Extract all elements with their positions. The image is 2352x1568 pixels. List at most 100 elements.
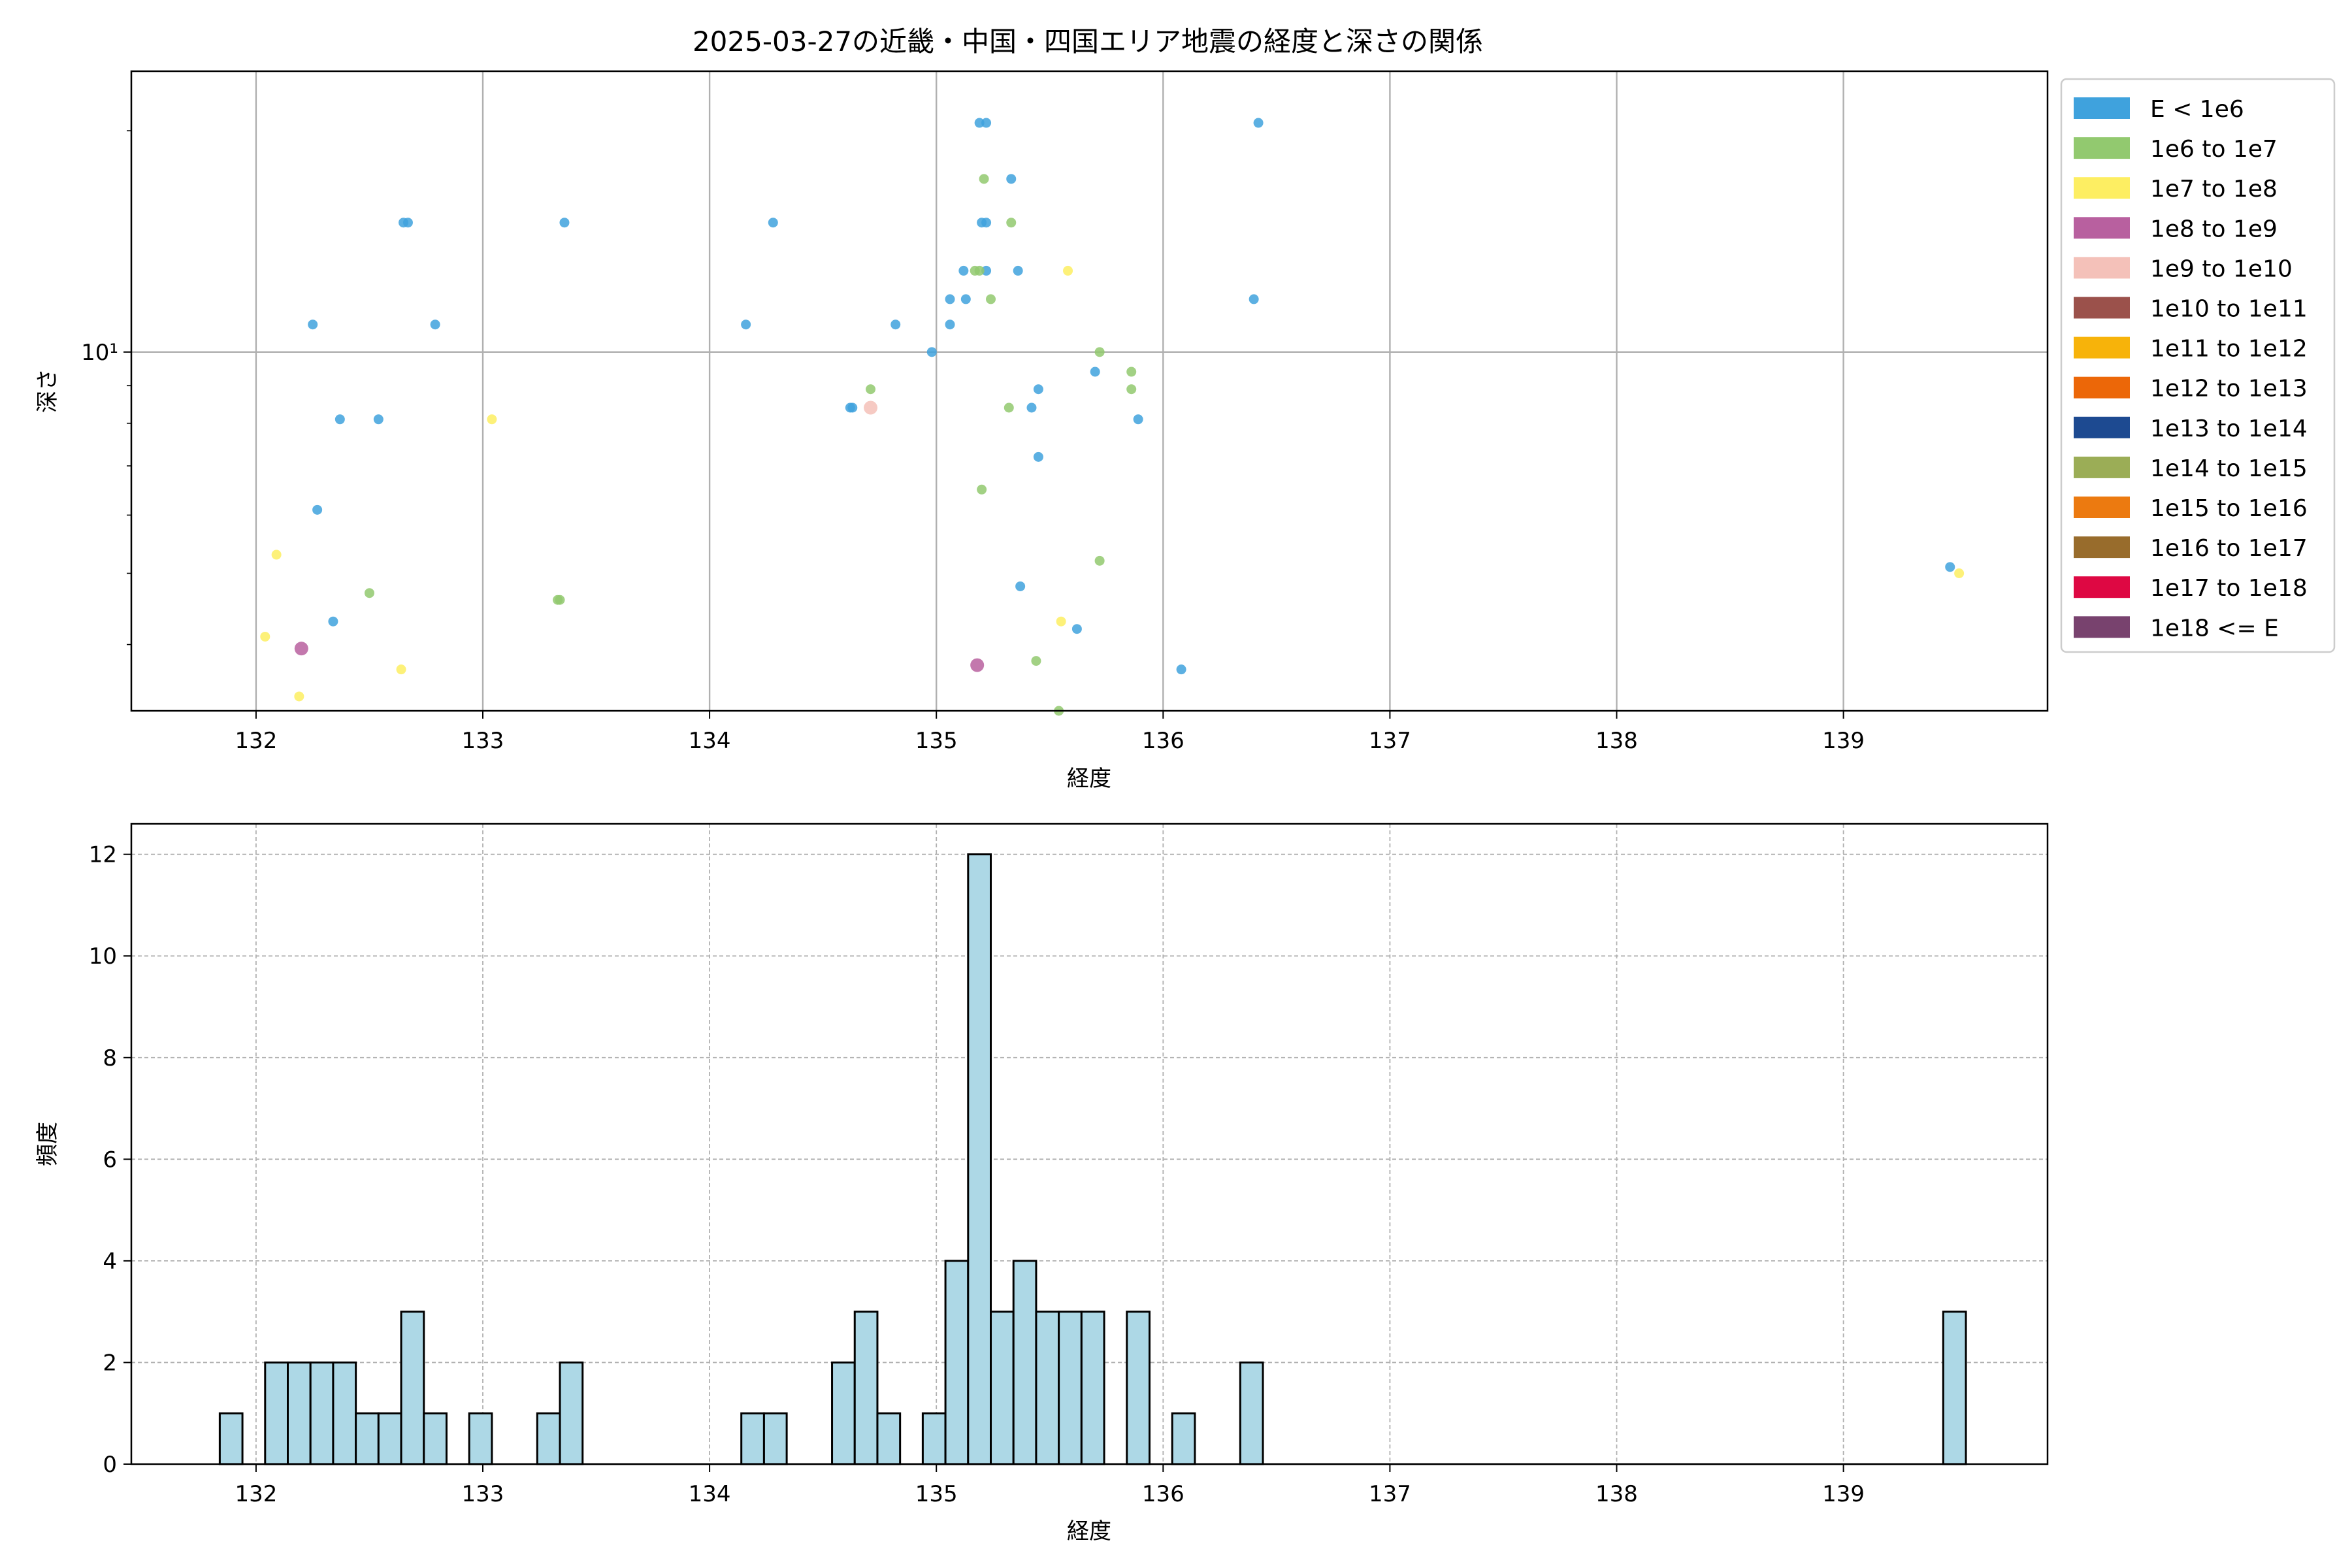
histogram-y-tick-label: 6 [103, 1147, 117, 1173]
scatter-y-label: 深さ [35, 368, 61, 413]
histogram-bar [400, 1311, 425, 1465]
scatter-point [1133, 414, 1143, 425]
scatter-grid [131, 71, 2048, 711]
histogram-y-tick-label: 2 [103, 1350, 117, 1376]
scatter-point [430, 319, 440, 330]
histogram-bar [286, 1361, 312, 1465]
scatter-x-label: 経度 [1067, 766, 1111, 792]
scatter-point [399, 218, 409, 228]
scatter-x-tick-label: 139 [1822, 728, 1865, 754]
scatter-point [945, 294, 955, 304]
scatter-point [364, 588, 374, 598]
scatter-point [847, 402, 858, 413]
scatter-point [1015, 581, 1026, 591]
histogram-x-tick-label: 133 [462, 1481, 504, 1507]
histogram-bar [876, 1412, 902, 1465]
scatter-point [974, 265, 985, 276]
histogram-bar [377, 1412, 402, 1465]
scatter-point [1954, 568, 1965, 579]
scatter-point [986, 294, 996, 304]
scatter-point [271, 549, 282, 560]
scatter-point [1176, 664, 1186, 675]
scatter-point [396, 664, 406, 675]
legend-label: 1e13 to 1e14 [2150, 416, 2308, 442]
histogram-bar [218, 1412, 244, 1465]
legend-swatch [2074, 257, 2130, 279]
scatter-x-tick-label: 133 [462, 728, 504, 754]
scatter-point [328, 616, 338, 627]
scatter-point [945, 319, 955, 330]
scatter-x-tick-label: 136 [1142, 728, 1184, 754]
scatter-y-ticks: 10¹ [81, 130, 131, 645]
histogram-bars [218, 853, 1967, 1465]
histogram-x-tick-label: 137 [1369, 1481, 1411, 1507]
legend-swatch [2074, 97, 2130, 119]
legend-items: E < 1e6 1e6 to 1e7 1e7 to 1e8 1e8 to 1e9 1e9… [2074, 96, 2308, 642]
legend-label: 1e17 to 1e18 [2150, 575, 2308, 602]
scatter-point [1094, 555, 1105, 566]
legend-label: 1e12 to 1e13 [2150, 376, 2308, 402]
legend-label: 1e6 to 1e7 [2150, 136, 2278, 163]
scatter-x-tick-label: 138 [1595, 728, 1638, 754]
histogram-bar [423, 1412, 448, 1465]
scatter-point [1090, 367, 1100, 377]
scatter-x-tick-label: 135 [915, 728, 958, 754]
legend-swatch [2074, 616, 2130, 638]
scatter-point [890, 319, 901, 330]
histogram-bar [967, 853, 992, 1465]
legend-swatch [2074, 336, 2130, 359]
scatter-point [1006, 174, 1017, 184]
legend-swatch [2074, 536, 2130, 559]
histogram-bar [944, 1260, 970, 1465]
histogram-bar [468, 1412, 493, 1465]
scatter-point [1031, 656, 1041, 666]
scatter-point [1071, 624, 1082, 634]
histogram-bar [264, 1361, 289, 1465]
chart-title: 2025-03-27の近畿・中国・四国エリア地震の経度と深さの関係 [693, 25, 1483, 57]
histogram-x-tick-label: 138 [1595, 1481, 1638, 1507]
histogram-panel: 132 133 134 135 136 137 138 139 0 2 4 6 8 10 12 経度 頻度 [35, 823, 2049, 1544]
legend-label: 1e14 to 1e15 [2150, 455, 2308, 482]
legend-swatch [2074, 456, 2130, 478]
legend-label: 1e8 to 1e9 [2150, 216, 2278, 242]
scatter-point [308, 319, 318, 330]
scatter-point [260, 631, 270, 642]
scatter-point [958, 265, 969, 276]
scatter-point [864, 400, 878, 415]
histogram-bar [1058, 1311, 1083, 1465]
scatter-point [741, 319, 751, 330]
legend-frame [2060, 78, 2336, 653]
histogram-bar [1171, 1412, 1196, 1465]
scatter-point [312, 504, 323, 515]
scatter-point [1006, 218, 1017, 228]
histogram-bar [1239, 1361, 1264, 1465]
histogram-frame [130, 823, 2049, 1465]
legend-label: 1e7 to 1e8 [2150, 176, 2278, 203]
histogram-x-tick-label: 134 [689, 1481, 731, 1507]
histogram-bar [831, 1361, 856, 1465]
histogram-bar [1012, 1260, 1037, 1465]
scatter-point [373, 414, 384, 425]
histogram-x-tick-label: 132 [235, 1481, 277, 1507]
legend-label: 1e18 <= E [2150, 615, 2279, 642]
scatter-point [1013, 265, 1023, 276]
scatter-point [553, 595, 563, 605]
legend-swatch [2074, 376, 2130, 399]
legend-swatch [2074, 497, 2130, 518]
histogram-y-tick-label: 12 [89, 842, 117, 868]
histogram-grid [131, 824, 2048, 1465]
scatter-point [294, 642, 308, 656]
scatter-point [981, 265, 992, 276]
histogram-y-tick-label: 0 [103, 1452, 117, 1478]
histogram-bar [1126, 1311, 1151, 1465]
scatter-point [1033, 451, 1043, 462]
scatter-point [1126, 384, 1137, 395]
legend-label: E < 1e6 [2150, 96, 2244, 123]
scatter-point [960, 294, 971, 304]
legend-swatch [2074, 177, 2130, 199]
legend-label: 1e10 to 1e11 [2150, 296, 2308, 323]
histogram-bar [1080, 1311, 1105, 1465]
histogram-y-tick-label: 10 [89, 943, 117, 970]
scatter-x-tick-label: 132 [235, 728, 277, 754]
scatter-point [1004, 402, 1014, 413]
